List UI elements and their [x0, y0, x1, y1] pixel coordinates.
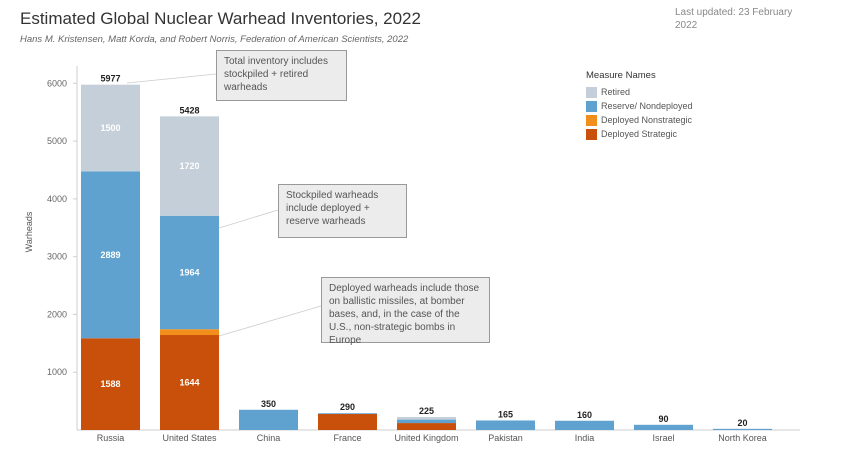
annotation-deployed: Deployed warheads include those on balli…	[321, 277, 490, 346]
legend: Measure Names Retired Reserve/ Nondeploy…	[586, 70, 693, 141]
chart-title: Estimated Global Nuclear Warhead Invento…	[20, 9, 421, 28]
y-tick-label: 4000	[47, 194, 67, 204]
bar-total-label: 165	[498, 409, 513, 419]
bar-total-label: 290	[340, 402, 355, 412]
bar-segment[interactable]	[318, 413, 377, 430]
legend-label: Deployed Strategic	[601, 129, 678, 139]
x-tick-label: France	[333, 433, 361, 443]
leader-line-stockpiled	[218, 209, 279, 229]
legend-swatch	[586, 100, 597, 112]
legend-label: Reserve/ Nondeployed	[601, 101, 693, 111]
bar-segment-label: 1720	[179, 161, 199, 171]
legend-label: Deployed Nonstrategic	[601, 115, 693, 125]
x-tick-label: Pakistan	[488, 433, 523, 443]
legend-swatch	[586, 114, 597, 126]
x-tick-label: China	[257, 433, 281, 443]
bar-total-label: 350	[261, 399, 276, 409]
y-tick-label: 2000	[47, 309, 67, 319]
x-tick-label: United Kingdom	[394, 433, 458, 443]
y-tick-label: 3000	[47, 252, 67, 262]
y-tick-label: 1000	[47, 367, 67, 377]
chart-subtitle: Hans M. Kristensen, Matt Korda, and Robe…	[20, 34, 409, 45]
x-tick-label: India	[575, 433, 595, 443]
bar-segment[interactable]	[160, 335, 219, 430]
bar-segment-label: 1588	[100, 379, 120, 389]
bar-segment[interactable]	[476, 420, 535, 430]
bar-total-label: 160	[577, 410, 592, 420]
y-axis-label: Warheads	[24, 211, 34, 252]
x-tick-label: Russia	[97, 433, 125, 443]
bar-segment[interactable]	[397, 423, 456, 430]
bar-segment[interactable]	[81, 338, 140, 430]
leader-line-deployed	[218, 305, 322, 337]
bar-total-label: 5977	[100, 74, 120, 84]
bar-total-label: 90	[658, 414, 668, 424]
x-tick-label: United States	[162, 433, 217, 443]
bars-group: 1588 2889 1500 5977 1644 1964 1720 5428 350 290 22…	[81, 74, 772, 430]
bar-segment[interactable]	[397, 419, 456, 424]
last-updated: Last updated: 23 February 2022	[675, 7, 793, 31]
y-axis-ticks: 1000 2000 3000 4000 5000 6000	[47, 78, 77, 377]
legend-item-reserve[interactable]: Reserve/ Nondeployed	[586, 99, 693, 113]
bar-segment-label: 1964	[179, 267, 199, 277]
legend-item-deployed-strategic[interactable]: Deployed Strategic	[586, 127, 693, 141]
x-tick-label: North Korea	[718, 433, 767, 443]
bar-segment-label: 2889	[100, 250, 120, 260]
legend-label: Retired	[601, 87, 631, 97]
bar-segment[interactable]	[81, 84, 140, 172]
bar-segment[interactable]	[160, 215, 219, 330]
bar-segment[interactable]	[160, 116, 219, 216]
annotation-leader-lines	[126, 73, 322, 337]
bar-segment-label: 1500	[100, 123, 120, 133]
x-tick-label: Israel	[652, 433, 674, 443]
bar-segment-label: 1644	[179, 378, 199, 388]
bar-segment[interactable]	[634, 424, 693, 430]
y-tick-label: 5000	[47, 136, 67, 146]
x-axis-ticks: Russia United States China France United Kin…	[97, 433, 767, 443]
bar-segment[interactable]	[713, 428, 772, 430]
bar-segment[interactable]	[397, 417, 456, 420]
legend-title: Measure Names	[586, 70, 656, 81]
leader-line-total	[126, 73, 217, 84]
legend-item-retired[interactable]: Retired	[586, 85, 693, 99]
bar-segment[interactable]	[81, 171, 140, 339]
bar-segment[interactable]	[555, 420, 614, 430]
legend-swatch	[586, 86, 597, 98]
legend-item-deployed-nonstrategic[interactable]: Deployed Nonstrategic	[586, 113, 693, 127]
annotation-total-inventory: Total inventory includes stockpiled + re…	[216, 50, 347, 101]
bar-total-label: 225	[419, 406, 434, 416]
bar-segment[interactable]	[160, 329, 219, 336]
y-tick-label: 6000	[47, 78, 67, 88]
bar-segment[interactable]	[318, 413, 377, 415]
bar-total-label: 5428	[179, 105, 199, 115]
bar-segment[interactable]	[239, 409, 298, 430]
bar-total-label: 20	[737, 418, 747, 428]
annotation-stockpiled: Stockpiled warheads include deployed + r…	[278, 184, 407, 238]
legend-swatch	[586, 128, 597, 140]
